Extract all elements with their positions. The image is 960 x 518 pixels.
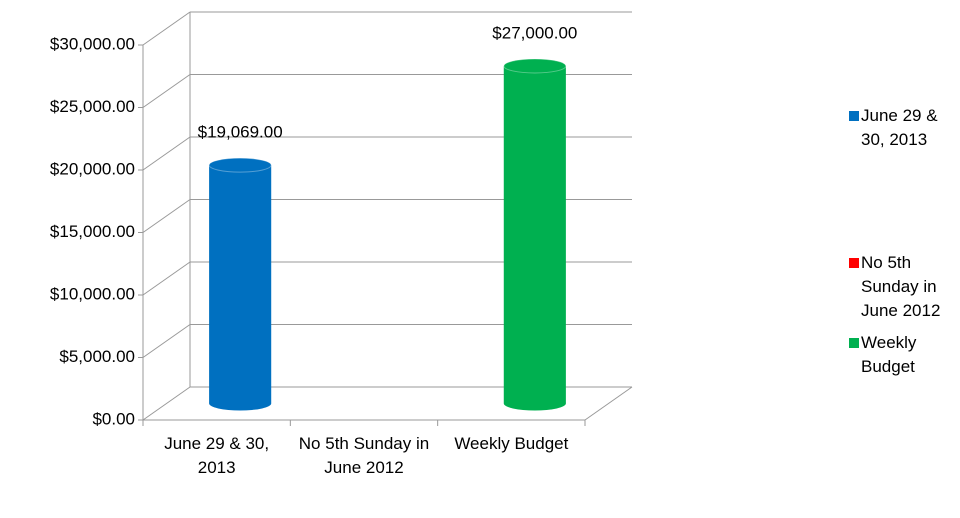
legend-swatch xyxy=(849,258,859,268)
cylinder-top xyxy=(208,157,272,173)
legend-swatch xyxy=(849,111,859,121)
y-tick-label: $25,000.00 xyxy=(50,97,135,116)
cylinder-body xyxy=(503,66,566,404)
x-tick-label: Weekly Budget xyxy=(454,434,569,453)
grid-line-side xyxy=(142,136,191,171)
y-tick-label: $0.00 xyxy=(92,409,135,428)
y-tick-label: $30,000.00 xyxy=(50,34,135,53)
y-tick-label: $10,000.00 xyxy=(50,284,135,303)
x-tick-label: June 29 & 30, 2013 xyxy=(164,434,270,477)
cylinder-bottom xyxy=(503,396,566,411)
y-tick-label: $5,000.00 xyxy=(59,347,135,366)
cylinder-bottom xyxy=(209,396,272,411)
legend-label: Weekly Budget xyxy=(861,333,917,376)
legend-label: No 5th Sunday in June 2012 xyxy=(861,253,941,320)
data-label: $19,069.00 xyxy=(198,123,283,142)
grid-line-side xyxy=(142,324,191,358)
legend-swatch xyxy=(849,338,859,348)
x-tick-label: No 5th Sunday in June 2012 xyxy=(298,434,430,477)
grid-line-side xyxy=(142,261,191,296)
grid-line-side xyxy=(142,11,191,46)
legend-label: June 29 & 30, 2013 xyxy=(861,106,938,149)
cylinder-body xyxy=(209,165,272,404)
grid-line-side xyxy=(142,199,191,233)
floor-right xyxy=(584,386,633,421)
grid-line-side xyxy=(142,386,191,421)
data-label: $27,000.00 xyxy=(492,23,577,42)
y-tick-label: $15,000.00 xyxy=(50,222,135,241)
cylinder-top xyxy=(503,58,567,74)
y-tick-label: $20,000.00 xyxy=(50,159,135,178)
grid-line-side xyxy=(142,74,191,108)
